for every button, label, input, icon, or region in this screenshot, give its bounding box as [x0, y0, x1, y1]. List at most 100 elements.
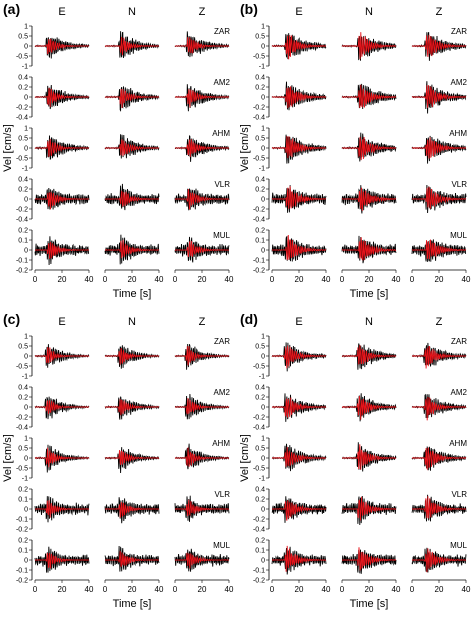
- x-tick-label: 40: [462, 585, 471, 594]
- y-tick-label: -0.1: [16, 568, 28, 575]
- y-tick-label: 0.5: [18, 34, 28, 41]
- y-tick-label: -1: [22, 374, 28, 381]
- panel-a: (a) E N Z 1 0.5 0 -0.5 -1 ZAR 0.4 0.2 0 -0.2 -0.4 AM2 1 0…: [2, 1, 234, 300]
- waveform-red: [34, 500, 90, 518]
- component-header: E: [295, 6, 302, 18]
- component-header: Z: [199, 316, 206, 328]
- y-tick-label: -1: [22, 64, 28, 71]
- panel-label: (a): [3, 1, 20, 17]
- waveform-black: [104, 447, 160, 474]
- y-tick-label: -1: [259, 64, 265, 71]
- waveform-red: [104, 88, 160, 109]
- y-tick-label: 0.4: [255, 75, 265, 82]
- waveform-red: [104, 138, 159, 156]
- y-tick-label: 1: [261, 24, 265, 31]
- waveform-red: [411, 186, 467, 209]
- waveform-black: [104, 497, 160, 524]
- y-tick-label: -0.2: [16, 527, 28, 534]
- y-tick-label: -0.2: [253, 105, 265, 112]
- y-tick-label: 0.2: [18, 538, 28, 545]
- waveform-black: [411, 184, 467, 214]
- y-tick-label: -0.1: [16, 258, 28, 265]
- waveform-red: [342, 444, 397, 470]
- y-tick-label: 0.5: [18, 446, 28, 453]
- y-tick-label: -0.2: [16, 415, 28, 422]
- panel-c: (c) E N Z 1 0.5 0 -0.5 -1 ZAR 0.4 0.2 0 -0.2 -0.4 AM2 1 0…: [2, 311, 234, 610]
- waveform-red: [271, 345, 327, 369]
- y-tick-label: 0.2: [18, 85, 28, 92]
- y-tick-label: -0.4: [16, 425, 28, 432]
- x-tick-label: 20: [435, 275, 444, 284]
- y-tick-label: 0: [24, 354, 28, 361]
- station-label: VLR: [214, 490, 230, 499]
- station-label: VLR: [451, 180, 467, 189]
- y-tick-label: -0.4: [16, 217, 28, 224]
- waveform-red: [271, 545, 327, 572]
- y-tick-label: 0: [24, 44, 28, 51]
- y-tick-label: -0.2: [253, 578, 265, 585]
- waveform-red: [174, 89, 230, 108]
- waveform-red: [271, 86, 327, 109]
- y-tick-label: 0: [261, 507, 265, 514]
- x-tick-label: 0: [410, 275, 415, 284]
- y-tick-label: 0.5: [255, 136, 265, 143]
- waveform-red: [411, 239, 467, 260]
- x-tick-label: 40: [85, 275, 94, 284]
- waveform-black: [34, 546, 90, 573]
- station-label: MUL: [213, 231, 230, 240]
- x-tick-label: 0: [410, 585, 415, 594]
- waveform-red: [412, 345, 467, 369]
- y-tick-label: 0.4: [18, 177, 28, 184]
- x-tick-label: 20: [58, 585, 67, 594]
- component-header: N: [365, 6, 373, 18]
- x-tick-label: 20: [128, 275, 137, 284]
- waveform-red: [342, 345, 397, 365]
- station-label: AHM: [449, 129, 467, 138]
- component-header: Z: [436, 6, 443, 18]
- station-label: AM2: [214, 388, 231, 397]
- x-axis-title: Time [s]: [113, 288, 152, 300]
- waveform-red: [104, 450, 160, 465]
- waveform-red: [341, 84, 397, 108]
- waveform-red: [411, 496, 466, 519]
- panel-label: (c): [3, 311, 20, 327]
- y-tick-label: 0.4: [255, 385, 265, 392]
- waveform-red: [104, 347, 160, 365]
- station-label: AM2: [214, 78, 231, 87]
- waveform-red: [104, 550, 159, 567]
- waveform-black: [104, 545, 160, 572]
- component-header: Z: [436, 316, 443, 328]
- station-label: ZAR: [214, 337, 230, 346]
- x-tick-label: 40: [155, 275, 164, 284]
- waveform-red: [174, 552, 230, 569]
- component-header: E: [295, 316, 302, 328]
- y-tick-label: 0.5: [255, 34, 265, 41]
- x-tick-label: 0: [33, 275, 38, 284]
- y-tick-label: 0: [24, 197, 28, 204]
- y-tick-label: -0.4: [16, 115, 28, 122]
- y-tick-label: 0.5: [18, 136, 28, 143]
- y-tick-label: -0.2: [16, 105, 28, 112]
- waveform-red: [271, 397, 327, 418]
- y-axis-title: Vel [cm/s]: [239, 434, 251, 482]
- y-tick-label: 0.2: [255, 538, 265, 545]
- waveform-black: [174, 188, 230, 211]
- waveform-red: [34, 191, 90, 210]
- waveform-red: [174, 447, 230, 467]
- y-tick-label: -0.5: [253, 466, 265, 473]
- waveform-red: [342, 547, 397, 571]
- y-tick-label: 0.2: [18, 228, 28, 235]
- y-tick-label: -0.1: [253, 568, 265, 575]
- waveform-red: [174, 240, 229, 257]
- waveform-red: [35, 552, 90, 569]
- y-tick-label: -0.2: [253, 415, 265, 422]
- waveform-red: [411, 137, 467, 159]
- y-tick-label: -0.1: [253, 258, 265, 265]
- x-tick-label: 20: [198, 585, 207, 594]
- panel-label: (d): [240, 311, 258, 327]
- station-label: ZAR: [451, 27, 467, 36]
- component-header: N: [365, 316, 373, 328]
- station-label: ZAR: [451, 337, 467, 346]
- waveform-red: [341, 32, 396, 60]
- y-tick-label: 0: [261, 44, 265, 51]
